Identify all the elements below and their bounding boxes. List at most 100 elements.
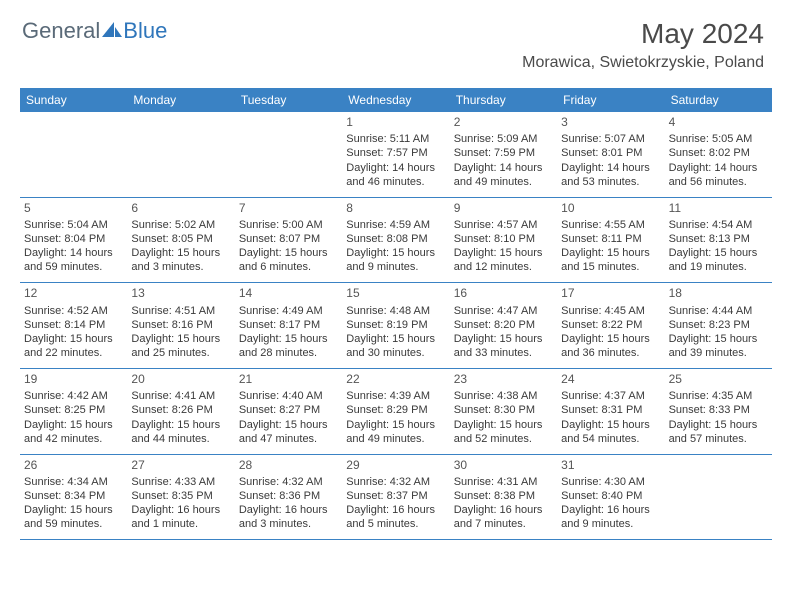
sunset-line: Sunset: 8:08 PM xyxy=(346,232,445,246)
sunrise-line: Sunrise: 4:44 AM xyxy=(669,304,768,318)
daylight-line: Daylight: 15 hours and 9 minutes. xyxy=(346,246,445,274)
day-cell-9: 9Sunrise: 4:57 AMSunset: 8:10 PMDaylight… xyxy=(450,198,557,283)
day-cell-2: 2Sunrise: 5:09 AMSunset: 7:59 PMDaylight… xyxy=(450,112,557,197)
day-cell-28: 28 Sunrise: 4:32 AMSunset: 8:36 PMDayligh… xyxy=(235,455,342,540)
day-cell-24: 24Sunrise: 4:37 AMSunset: 8:31 PMDayligh… xyxy=(557,369,664,454)
daylight-line: Daylight: 15 hours and 28 minutes. xyxy=(239,332,338,360)
sunrise-line: Sunrise: 4:57 AM xyxy=(454,218,553,232)
day-cell-27: 27Sunrise: 4:33 AMSunset: 8:35 PMDayligh… xyxy=(127,455,234,540)
daylight-line: Daylight: 14 hours and 59 minutes. xyxy=(24,246,123,274)
sunset-line: Sunset: 8:35 PM xyxy=(131,489,230,503)
daylight-line: Daylight: 15 hours and 49 minutes. xyxy=(346,418,445,446)
sunset-line: Sunset: 8:05 PM xyxy=(131,232,230,246)
daylight-line: Daylight: 15 hours and 54 minutes. xyxy=(561,418,660,446)
daylight-line: Daylight: 14 hours and 49 minutes. xyxy=(454,161,553,189)
daylight-line: Daylight: 16 hours and 5 minutes. xyxy=(346,503,445,531)
sunset-line: Sunset: 8:20 PM xyxy=(454,318,553,332)
sunrise-line: Sunrise: 4:33 AM xyxy=(131,475,230,489)
day-cell-19: 19Sunrise: 4:42 AMSunset: 8:25 PMDayligh… xyxy=(20,369,127,454)
sunrise-line: Sunrise: 5:11 AM xyxy=(346,132,445,146)
day-number: 20 xyxy=(131,372,230,387)
empty-cell xyxy=(665,455,772,540)
weekday-tuesday: Tuesday xyxy=(235,88,342,112)
logo-sail-icon xyxy=(102,18,122,44)
day-number: 17 xyxy=(561,286,660,301)
empty-cell xyxy=(20,112,127,197)
sunset-line: Sunset: 8:22 PM xyxy=(561,318,660,332)
daylight-line: Daylight: 15 hours and 22 minutes. xyxy=(24,332,123,360)
sunset-line: Sunset: 8:27 PM xyxy=(239,403,338,417)
sunset-line: Sunset: 8:29 PM xyxy=(346,403,445,417)
sunrise-line: Sunrise: 4:32 AM xyxy=(239,475,338,489)
sunset-line: Sunset: 8:17 PM xyxy=(239,318,338,332)
sunrise-line: Sunrise: 5:07 AM xyxy=(561,132,660,146)
sunset-line: Sunset: 8:25 PM xyxy=(24,403,123,417)
sunrise-line: Sunrise: 4:49 AM xyxy=(239,304,338,318)
day-number: 15 xyxy=(346,286,445,301)
logo-text-general: General xyxy=(22,18,100,44)
day-number: 1 xyxy=(346,115,445,130)
sunrise-line: Sunrise: 4:40 AM xyxy=(239,389,338,403)
day-cell-17: 17Sunrise: 4:45 AMSunset: 8:22 PMDayligh… xyxy=(557,283,664,368)
sunrise-line: Sunrise: 4:54 AM xyxy=(669,218,768,232)
day-number: 11 xyxy=(669,201,768,216)
sunrise-line: Sunrise: 5:04 AM xyxy=(24,218,123,232)
day-number: 30 xyxy=(454,458,553,473)
day-cell-29: 29Sunrise: 4:32 AMSunset: 8:37 PMDayligh… xyxy=(342,455,449,540)
daylight-line: Daylight: 16 hours and 3 minutes. xyxy=(239,503,338,531)
sunrise-line: Sunrise: 5:05 AM xyxy=(669,132,768,146)
weekday-monday: Monday xyxy=(127,88,234,112)
calendar: SundayMondayTuesdayWednesdayThursdayFrid… xyxy=(20,88,772,540)
sunrise-line: Sunrise: 4:41 AM xyxy=(131,389,230,403)
day-cell-7: 7Sunrise: 5:00 AMSunset: 8:07 PMDaylight… xyxy=(235,198,342,283)
weekday-header: SundayMondayTuesdayWednesdayThursdayFrid… xyxy=(20,88,772,112)
sunset-line: Sunset: 8:16 PM xyxy=(131,318,230,332)
sunset-line: Sunset: 8:33 PM xyxy=(669,403,768,417)
day-cell-23: 23Sunrise: 4:38 AMSunset: 8:30 PMDayligh… xyxy=(450,369,557,454)
day-cell-13: 13Sunrise: 4:51 AMSunset: 8:16 PMDayligh… xyxy=(127,283,234,368)
day-number: 4 xyxy=(669,115,768,130)
day-number: 27 xyxy=(131,458,230,473)
day-cell-10: 10Sunrise: 4:55 AMSunset: 8:11 PMDayligh… xyxy=(557,198,664,283)
day-cell-15: 15Sunrise: 4:48 AMSunset: 8:19 PMDayligh… xyxy=(342,283,449,368)
day-number: 19 xyxy=(24,372,123,387)
day-number: 23 xyxy=(454,372,553,387)
week-row: 26Sunrise: 4:34 AMSunset: 8:34 PMDayligh… xyxy=(20,455,772,541)
sunrise-line: Sunrise: 4:38 AM xyxy=(454,389,553,403)
day-number: 16 xyxy=(454,286,553,301)
day-number: 5 xyxy=(24,201,123,216)
weekday-saturday: Saturday xyxy=(665,88,772,112)
day-cell-5: 5Sunrise: 5:04 AMSunset: 8:04 PMDaylight… xyxy=(20,198,127,283)
day-number: 14 xyxy=(239,286,338,301)
daylight-line: Daylight: 15 hours and 19 minutes. xyxy=(669,246,768,274)
day-number: 24 xyxy=(561,372,660,387)
sunset-line: Sunset: 8:02 PM xyxy=(669,146,768,160)
day-cell-11: 11Sunrise: 4:54 AMSunset: 8:13 PMDayligh… xyxy=(665,198,772,283)
daylight-line: Daylight: 15 hours and 42 minutes. xyxy=(24,418,123,446)
empty-cell xyxy=(127,112,234,197)
day-number: 21 xyxy=(239,372,338,387)
day-number: 10 xyxy=(561,201,660,216)
day-number: 9 xyxy=(454,201,553,216)
daylight-line: Daylight: 15 hours and 44 minutes. xyxy=(131,418,230,446)
header: General Blue May 2024 Morawica, Swietokr… xyxy=(0,0,792,78)
sunrise-line: Sunrise: 4:52 AM xyxy=(24,304,123,318)
day-number: 28 xyxy=(239,458,338,473)
day-number: 18 xyxy=(669,286,768,301)
daylight-line: Daylight: 14 hours and 56 minutes. xyxy=(669,161,768,189)
week-row: 5Sunrise: 5:04 AMSunset: 8:04 PMDaylight… xyxy=(20,198,772,284)
week-row: 1Sunrise: 5:11 AMSunset: 7:57 PMDaylight… xyxy=(20,112,772,198)
day-cell-26: 26Sunrise: 4:34 AMSunset: 8:34 PMDayligh… xyxy=(20,455,127,540)
sunrise-line: Sunrise: 5:09 AM xyxy=(454,132,553,146)
weekday-thursday: Thursday xyxy=(450,88,557,112)
weekday-wednesday: Wednesday xyxy=(342,88,449,112)
day-number: 31 xyxy=(561,458,660,473)
sunset-line: Sunset: 8:23 PM xyxy=(669,318,768,332)
day-number: 22 xyxy=(346,372,445,387)
daylight-line: Daylight: 15 hours and 6 minutes. xyxy=(239,246,338,274)
week-row: 12Sunrise: 4:52 AMSunset: 8:14 PMDayligh… xyxy=(20,283,772,369)
sunset-line: Sunset: 8:37 PM xyxy=(346,489,445,503)
sunset-line: Sunset: 8:36 PM xyxy=(239,489,338,503)
weekday-friday: Friday xyxy=(557,88,664,112)
day-number: 7 xyxy=(239,201,338,216)
